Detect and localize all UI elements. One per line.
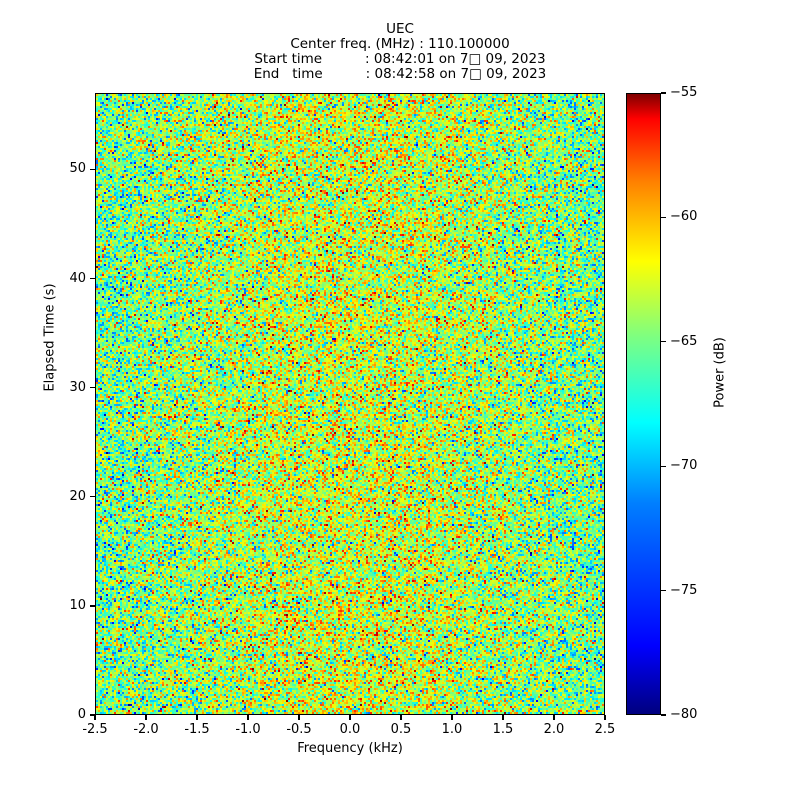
y-tick-mark <box>90 496 95 498</box>
x-tick-label: 0.0 <box>339 722 361 737</box>
x-tick-label: 2.0 <box>543 722 565 737</box>
y-tick-mark <box>90 168 95 171</box>
plot-title-block: UEC Center freq. (MHz) : 110.100000 Star… <box>0 22 800 82</box>
x-tick-mark <box>553 715 555 720</box>
x-tick-label: -1.0 <box>235 722 261 737</box>
x-tick-label: -2.5 <box>82 722 108 737</box>
x-tick-label: -1.5 <box>184 722 210 737</box>
y-tick-label: 0 <box>77 707 86 722</box>
colorbar-tick-mark <box>661 589 666 592</box>
x-tick-mark <box>502 715 504 720</box>
colorbar-tick-label: −70 <box>670 458 698 474</box>
title-line-starttime: Start time : 08:42:01 on 7□ 09, 2023 <box>254 51 546 67</box>
x-tick-label: 1.5 <box>492 722 514 737</box>
y-tick-mark <box>90 386 95 389</box>
y-axis-label: Elapsed Time (s) <box>42 283 58 392</box>
colorbar-tick-label: −75 <box>670 582 698 598</box>
colorbar-tick-label: −60 <box>670 209 698 225</box>
y-tick-label: 30 <box>69 379 86 395</box>
y-tick-label: 50 <box>69 161 86 177</box>
y-tick-mark <box>90 277 95 280</box>
colorbar-tick-label: −55 <box>670 85 698 100</box>
colorbar-tick-mark <box>661 92 666 94</box>
colorbar-tick-mark <box>661 341 666 343</box>
y-tick-mark <box>90 605 95 607</box>
colorbar-tick-mark <box>661 714 666 716</box>
y-tick-label: 20 <box>69 488 86 504</box>
x-tick-mark <box>145 715 147 720</box>
x-tick-mark <box>298 715 300 720</box>
x-tick-label: 1.0 <box>441 722 463 737</box>
x-tick-mark <box>349 715 351 720</box>
title-line-endtime: End time : 08:42:58 on 7□ 09, 2023 <box>253 66 547 82</box>
x-tick-mark <box>604 715 606 720</box>
spectrogram-image <box>96 94 604 714</box>
colorbar-tick-label: −65 <box>670 333 698 349</box>
colorbar-tick-mark <box>661 465 666 467</box>
title-line-centerfreq: Center freq. (MHz) : 110.100000 <box>290 36 510 52</box>
colorbar-tick-mark <box>661 216 666 219</box>
x-tick-mark <box>196 715 198 720</box>
x-tick-label: 0.5 <box>390 722 412 737</box>
colorbar-tick-label: −80 <box>670 707 698 722</box>
x-tick-mark <box>400 715 402 720</box>
x-tick-mark <box>94 715 96 720</box>
title-line-station: UEC <box>386 21 414 37</box>
x-tick-label: 2.5 <box>594 722 616 737</box>
x-tick-mark <box>247 715 249 720</box>
spectrogram-plot-area <box>95 93 605 715</box>
x-tick-mark <box>451 715 453 720</box>
y-tick-mark <box>90 714 95 716</box>
y-tick-label: 40 <box>69 270 86 286</box>
x-tick-label: -2.0 <box>133 722 159 737</box>
y-tick-label: 10 <box>69 597 86 613</box>
x-axis-label: Frequency (kHz) <box>297 741 403 756</box>
colorbar-label: Power (dB) <box>712 337 728 408</box>
x-tick-label: -0.5 <box>286 722 312 737</box>
colorbar-gradient <box>626 93 661 715</box>
